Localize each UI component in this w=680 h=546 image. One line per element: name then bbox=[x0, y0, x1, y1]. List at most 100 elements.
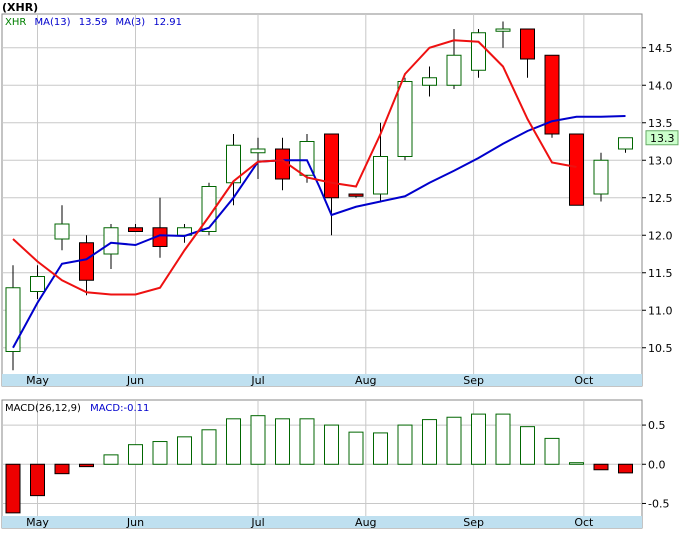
ma13-line bbox=[12, 115, 626, 349]
price-x-tick-label: Sep bbox=[463, 374, 484, 387]
candle-body-up bbox=[54, 223, 70, 240]
macd-bar bbox=[201, 429, 217, 465]
candle bbox=[422, 66, 437, 97]
macd-bar bbox=[299, 418, 315, 465]
legend-ma13-label: MA(13) bbox=[35, 17, 71, 28]
macd-bar bbox=[54, 463, 70, 475]
price-axis: 14.5 14.0 13.5 13.0 12.5 12.0 11.5 11.0 10.5 bbox=[642, 42, 673, 355]
candle-body-up bbox=[618, 137, 633, 150]
candle-body-up bbox=[422, 77, 437, 86]
candle bbox=[30, 265, 45, 299]
macd-bar bbox=[569, 462, 584, 465]
candle bbox=[397, 77, 413, 161]
macd-bar bbox=[152, 441, 168, 465]
candle bbox=[5, 265, 21, 371]
candle bbox=[103, 224, 119, 269]
price-x-tick-label: Aug bbox=[355, 374, 376, 387]
candle-body-down bbox=[544, 54, 560, 135]
price-tick-label: 12.5 bbox=[648, 192, 673, 205]
macd-tick-label: 0.0 bbox=[648, 458, 666, 471]
candle bbox=[544, 54, 560, 138]
price-tick-label: 11.5 bbox=[648, 267, 673, 280]
price-x-tick-label: May bbox=[26, 374, 49, 387]
macd-bar bbox=[495, 413, 511, 465]
macd-bar bbox=[397, 424, 413, 465]
ma3-line bbox=[12, 39, 577, 296]
price-panel bbox=[1, 13, 643, 387]
candle bbox=[495, 21, 511, 48]
candle bbox=[446, 29, 462, 89]
candle bbox=[275, 137, 290, 191]
macd-bar bbox=[618, 463, 633, 474]
candlestick-series bbox=[5, 21, 633, 371]
candle-body-down bbox=[520, 28, 535, 60]
price-tick-label: 14.0 bbox=[648, 79, 673, 92]
price-x-tick-label: Jul bbox=[250, 374, 264, 387]
macd-x-tick-label: Oct bbox=[574, 516, 594, 529]
candle-body-down bbox=[569, 133, 584, 206]
candle bbox=[569, 133, 584, 206]
macd-bar bbox=[324, 424, 339, 465]
candle-body-up bbox=[30, 276, 45, 292]
price-tick-label: 11.0 bbox=[648, 304, 673, 317]
candle-body-down bbox=[79, 242, 94, 281]
last-price-box bbox=[645, 130, 679, 146]
last-price-label: 13.3 bbox=[650, 132, 675, 145]
macd-x-tick-label: Jul bbox=[250, 516, 264, 529]
macd-x-tick-label: May bbox=[26, 516, 49, 529]
legend-ma3-label: MA(3) bbox=[116, 17, 146, 28]
candle bbox=[471, 29, 486, 78]
macd-bar bbox=[520, 426, 535, 465]
candle bbox=[299, 134, 315, 183]
candle bbox=[520, 28, 535, 78]
price-x-tick-label: Jun bbox=[126, 374, 144, 387]
macd-x-tick-label: Aug bbox=[355, 516, 376, 529]
candle-body-down bbox=[348, 193, 364, 197]
candle bbox=[593, 152, 609, 202]
macd-value: MACD:-0.11 bbox=[90, 403, 149, 414]
candle-body-up bbox=[593, 159, 609, 195]
macd-x-axis-band bbox=[2, 516, 642, 528]
candle bbox=[250, 137, 266, 179]
last-price-tag: 13.3 bbox=[645, 130, 679, 146]
price-tick-label: 14.5 bbox=[648, 42, 673, 55]
macd-x-axis: May Jun Jul Aug Sep Oct bbox=[26, 516, 594, 529]
macd-legend: MACD(26,12,9) MACD:-0.11 bbox=[5, 403, 149, 414]
candle bbox=[128, 224, 143, 232]
macd-bar bbox=[30, 463, 45, 497]
macd-bar bbox=[446, 416, 462, 465]
price-tick-label: 13.5 bbox=[648, 117, 673, 130]
macd-bar bbox=[250, 415, 266, 465]
candle-body-down bbox=[128, 227, 143, 232]
macd-tick-label: 0.5 bbox=[648, 419, 666, 432]
candle bbox=[152, 197, 168, 258]
candle-body-up bbox=[446, 54, 462, 86]
candle bbox=[618, 137, 633, 153]
price-x-tick-label: Oct bbox=[574, 374, 594, 387]
macd-bar bbox=[373, 432, 388, 465]
symbol-label: (XHR) bbox=[2, 1, 38, 14]
candle-body-up bbox=[495, 28, 511, 32]
price-tick-label: 10.5 bbox=[648, 342, 673, 355]
macd-bar bbox=[348, 431, 364, 465]
candle bbox=[348, 193, 364, 198]
macd-bar bbox=[593, 463, 609, 471]
candle bbox=[54, 205, 70, 251]
macd-bar bbox=[5, 463, 21, 514]
macd-histogram bbox=[5, 413, 633, 514]
price-x-axis-band bbox=[2, 374, 642, 386]
macd-title: MACD(26,12,9) bbox=[5, 403, 81, 414]
legend-symbol: XHR bbox=[5, 17, 26, 28]
price-x-axis: May Jun Jul Aug Sep Oct bbox=[26, 374, 594, 387]
candle-body-up bbox=[471, 32, 486, 71]
price-tick-label: 12.0 bbox=[648, 229, 673, 242]
macd-bar bbox=[422, 419, 437, 465]
candle-body-up bbox=[103, 227, 119, 255]
macd-bar bbox=[275, 418, 290, 465]
macd-axis: 0.5 0.0 -0.5 bbox=[642, 419, 669, 510]
candle-body-up bbox=[5, 287, 21, 352]
macd-bar bbox=[103, 454, 119, 465]
candle-body-up bbox=[373, 156, 388, 195]
macd-bar bbox=[226, 418, 241, 465]
